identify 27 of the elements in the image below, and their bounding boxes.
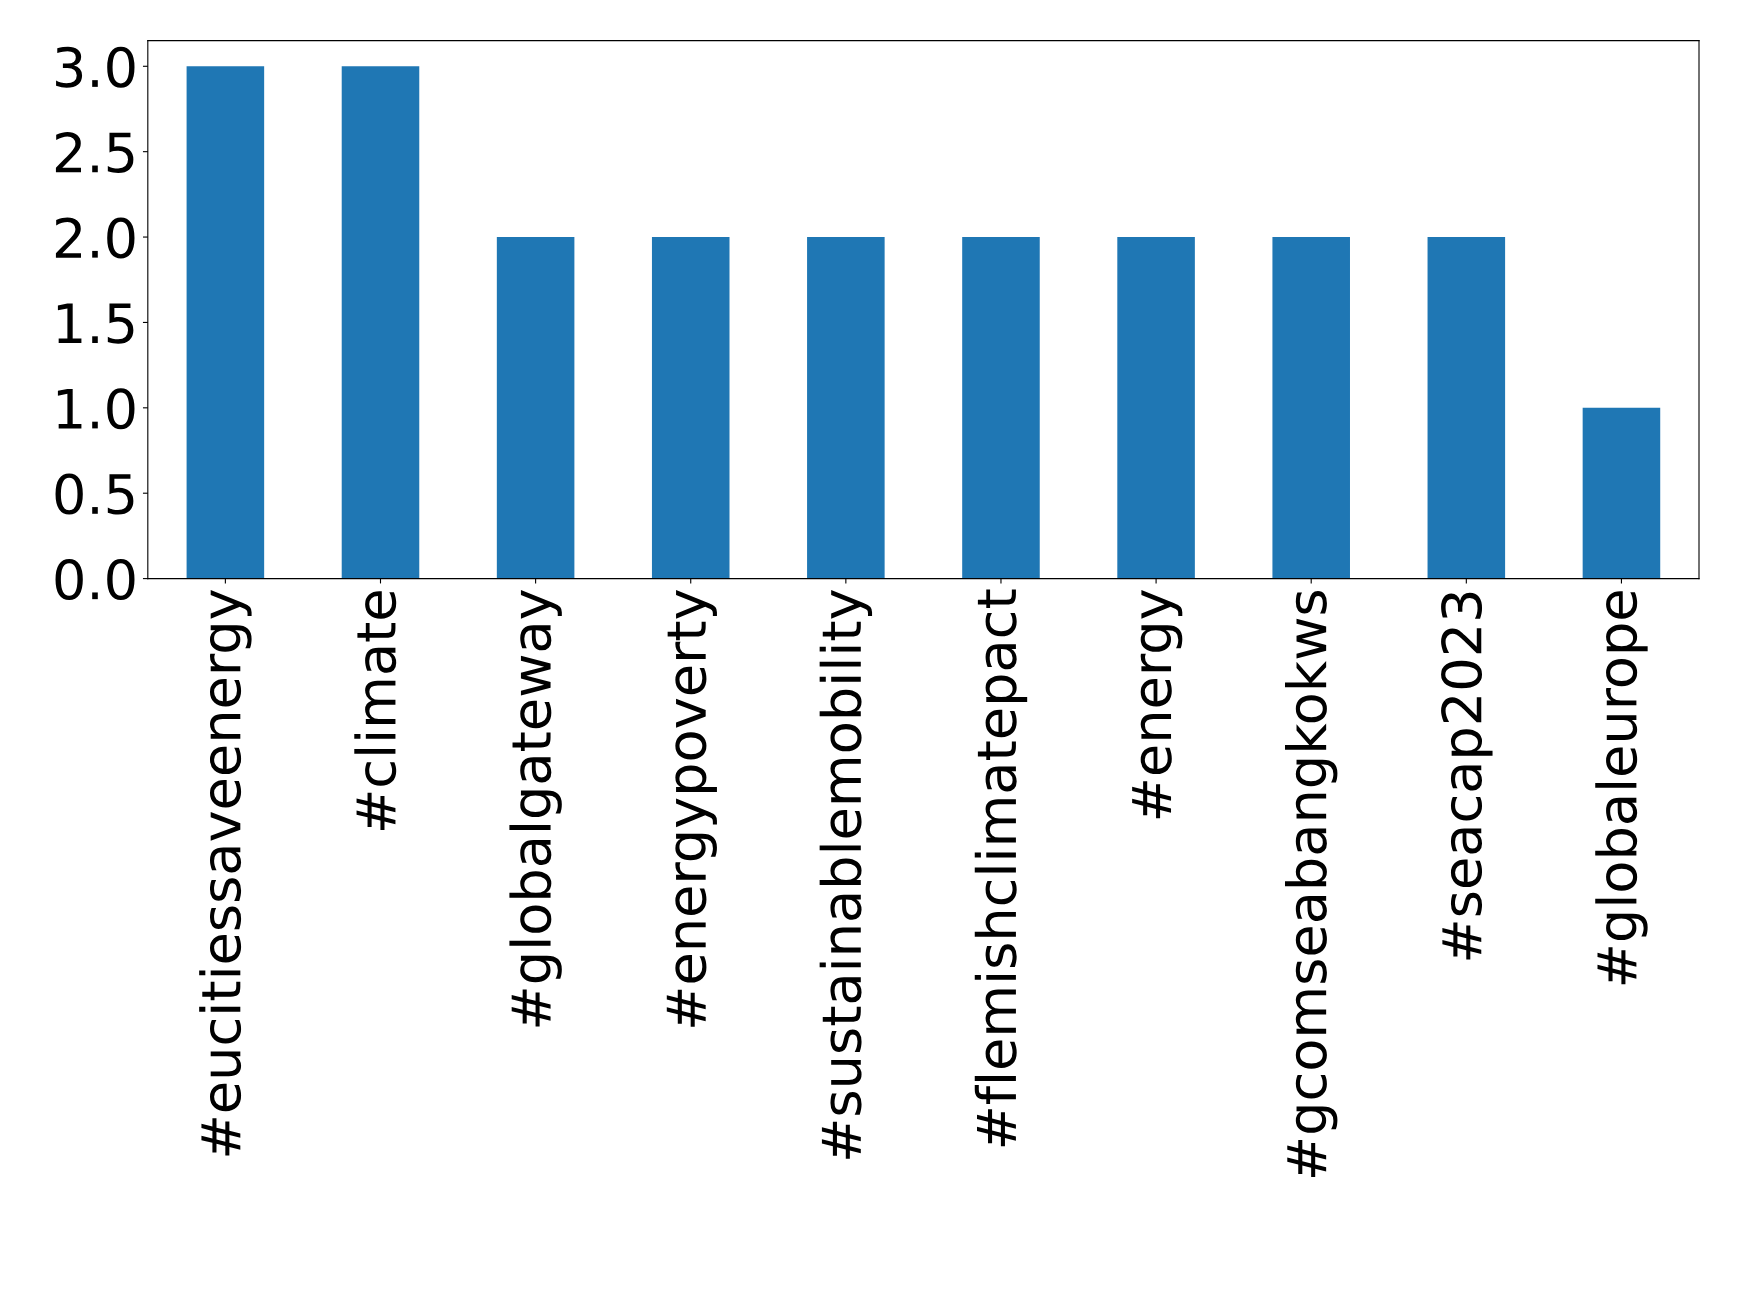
- y-tick-label: 2.5: [55, 132, 134, 174]
- x-tick-label: #climate: [354, 591, 397, 830]
- y-tick-label: 3.0: [56, 46, 135, 88]
- bar: [651, 237, 730, 579]
- x-tick-label: #globalgateway: [509, 589, 562, 1027]
- bar: [186, 66, 265, 579]
- x-tick-label: #sustainablemobility: [819, 589, 873, 1159]
- x-tick-label: #flemishclimatepact: [974, 589, 1028, 1147]
- y-tick-label: 0.5: [55, 473, 134, 515]
- x-tick-label: #energy: [1132, 589, 1183, 819]
- bar: [1427, 237, 1506, 579]
- x-tick-label: #eucitiessaveenergy: [199, 589, 252, 1156]
- bar: [807, 237, 885, 579]
- x-tick-label: #gcomseabangkokws: [1284, 590, 1338, 1178]
- bar: [341, 66, 420, 579]
- y-tick-label: 0.0: [55, 558, 135, 600]
- x-tick-label: #energypoverty: [666, 589, 717, 1027]
- y-tick-label: 1.0: [57, 388, 135, 430]
- bar: [1272, 237, 1350, 579]
- x-tick-label: #globaleurope: [1595, 591, 1648, 985]
- bar: [1117, 237, 1195, 579]
- bar: [496, 237, 575, 579]
- y-tick-label: 1.5: [57, 303, 134, 344]
- x-tick-label: #seacap2023: [1441, 592, 1493, 960]
- bar: [1582, 407, 1661, 579]
- bar: [962, 237, 1040, 579]
- y-tick-label: 2.0: [55, 217, 135, 259]
